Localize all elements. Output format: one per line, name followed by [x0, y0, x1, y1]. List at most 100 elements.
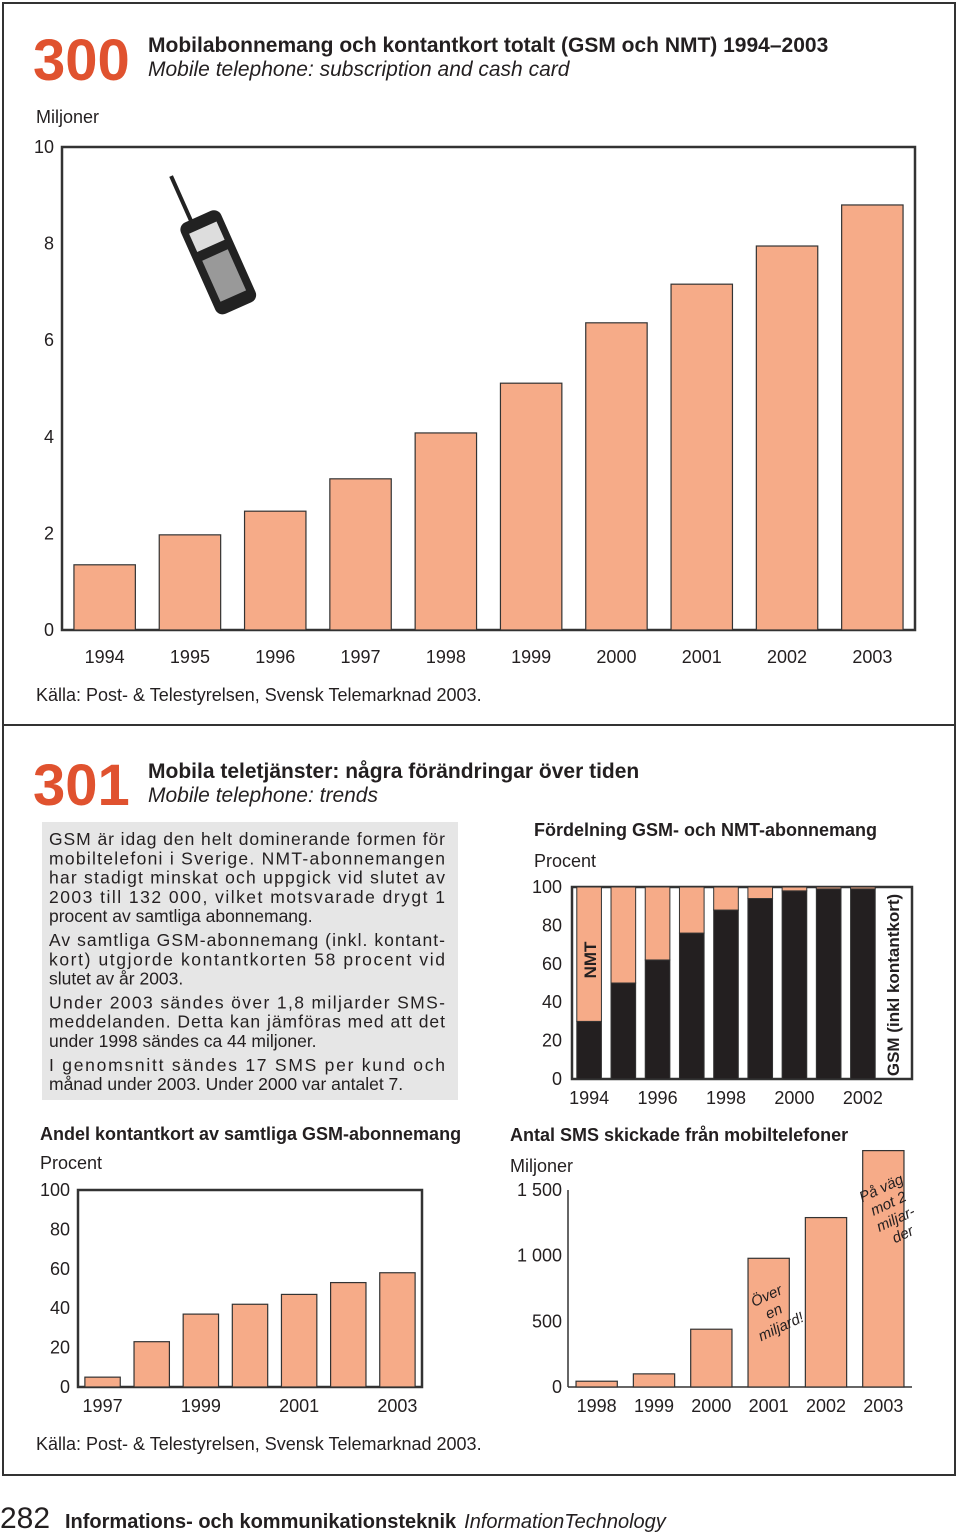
- x-tick-label: 2002: [843, 1088, 883, 1108]
- y-tick-label: 1 000: [517, 1246, 562, 1266]
- paragraph-line: kort) utgjorde kontantkorten 58 procent …: [49, 949, 445, 969]
- y-tick-label: 80: [542, 915, 562, 935]
- chart-title: Andel kontantkort av samtliga GSM-abonne…: [40, 1124, 461, 1144]
- bar-segment: [610, 982, 637, 1080]
- paragraph-line: mobiltelefoni i Sverige. NMT-abonnemange…: [49, 848, 445, 868]
- paragraph-line: månad under 2003. Under 2000 var antalet…: [49, 1074, 403, 1094]
- x-tick-label: 2003: [377, 1396, 417, 1416]
- paragraph-line: har stadigt minskat och uppgick vid slut…: [49, 868, 445, 888]
- y-tick-label: 1 500: [517, 1180, 562, 1200]
- figure-title: Mobilabonnemang och kontantkort totalt (…: [148, 34, 828, 57]
- y-tick-label: 20: [542, 1031, 562, 1051]
- bar: [414, 432, 478, 631]
- y-tick-label: 100: [532, 877, 562, 897]
- y-tick-label: 60: [50, 1259, 70, 1279]
- bar: [632, 1373, 676, 1388]
- annotation-line: en: [763, 1300, 785, 1322]
- bar: [329, 1281, 367, 1388]
- bar: [670, 283, 734, 631]
- x-tick-label: 1994: [569, 1088, 609, 1108]
- panel-301: [2, 724, 956, 1476]
- x-tick-label: 2001: [749, 1396, 789, 1416]
- paragraph-line: meddelanden. Detta kan jämföras med att …: [49, 1012, 445, 1032]
- bar: [804, 1216, 848, 1388]
- bar: [243, 510, 307, 631]
- y-axis-label: Miljoner: [36, 107, 99, 127]
- bar: [575, 1380, 618, 1388]
- bar-segment: [815, 888, 842, 1080]
- figure-subtitle: Mobile telephone: trends: [148, 784, 378, 807]
- chart-title: Fördelning GSM- och NMT-abonnemang: [534, 820, 877, 840]
- bar: [379, 1272, 416, 1388]
- bar-segment: [644, 886, 671, 961]
- x-tick-label: 1994: [85, 647, 125, 667]
- x-tick-label: 1998: [706, 1088, 746, 1108]
- y-tick-label: 500: [532, 1311, 562, 1331]
- bar: [329, 478, 392, 631]
- x-tick-label: 1998: [426, 647, 466, 667]
- y-axis-label: Procent: [534, 851, 596, 871]
- y-tick-label: 60: [542, 954, 562, 974]
- x-tick-label: 1998: [577, 1396, 617, 1416]
- x-tick-label: 1999: [181, 1396, 221, 1416]
- y-tick-label: 0: [552, 1069, 562, 1089]
- x-tick-label: 2000: [774, 1088, 814, 1108]
- x-tick-label: 2001: [682, 647, 722, 667]
- paragraph-line: under 1998 sändes ca 44 miljoner.: [49, 1031, 317, 1051]
- y-axis-label: Miljoner: [510, 1156, 573, 1176]
- x-tick-label: 1999: [634, 1396, 674, 1416]
- x-tick-label: 2000: [691, 1396, 731, 1416]
- paragraph-line: 2003 till 132 000, vilket motsvarade dry…: [49, 887, 445, 907]
- bar: [73, 564, 136, 631]
- y-tick-label: 8: [44, 234, 54, 254]
- bar: [747, 1257, 790, 1388]
- x-tick-label: 2002: [767, 647, 807, 667]
- x-tick-label: 1997: [341, 647, 381, 667]
- paragraph-line: Av samtliga GSM-abonnemang (inkl. kontan…: [49, 930, 445, 950]
- page-number: 282: [0, 1502, 50, 1535]
- bar: [182, 1313, 220, 1388]
- x-tick-label: 1995: [170, 647, 210, 667]
- phone-illustration: [169, 175, 257, 315]
- y-tick-label: 100: [40, 1180, 70, 1200]
- paragraph-line: procent av samtliga abonnemang.: [49, 906, 313, 926]
- x-tick-label: 2003: [852, 647, 892, 667]
- bar: [585, 322, 648, 631]
- paragraph-line: GSM är idag den helt dominerande formen …: [49, 829, 445, 849]
- y-tick-label: 2: [44, 523, 54, 543]
- x-tick-label: 1999: [511, 647, 551, 667]
- series-label: NMT: [581, 941, 600, 978]
- bar-segment: [644, 959, 671, 1080]
- x-tick-label: 2000: [596, 647, 636, 667]
- bar-segment: [576, 886, 602, 1022]
- bar: [841, 204, 904, 631]
- y-tick-label: 0: [44, 620, 54, 640]
- figure-number: 301: [33, 753, 130, 818]
- source: Källa: Post- & Telestyrelsen, Svensk Tel…: [36, 685, 482, 705]
- plot-frame: [570, 885, 914, 1081]
- x-tick-label: 1996: [638, 1088, 678, 1108]
- bar-segment: [678, 886, 705, 934]
- bar-segment: [781, 890, 808, 1080]
- y-tick-label: 40: [50, 1298, 70, 1318]
- footer-section: Informations- och kommunikationsteknik In…: [65, 1511, 667, 1533]
- section-sv: Informations- och kommunikationsteknik: [65, 1511, 457, 1533]
- bar: [862, 1149, 905, 1388]
- bar-segment: [713, 909, 739, 1080]
- x-tick-label: 1996: [255, 647, 295, 667]
- figure-subtitle: Mobile telephone: subscription and cash …: [148, 58, 571, 81]
- bar-segment: [850, 888, 876, 1080]
- bar-segment: [610, 886, 637, 984]
- series-label: GSM (inkl kontantkort): [884, 894, 903, 1076]
- x-tick-label: 2001: [279, 1396, 319, 1416]
- paragraph-line: Under 2003 sändes över 1,8 miljarder SMS…: [49, 992, 445, 1012]
- bar-segment: [576, 1020, 602, 1080]
- x-tick-label: 1997: [83, 1396, 123, 1416]
- plot-frame: [60, 145, 917, 632]
- bar-segment: [747, 898, 774, 1080]
- bar-segment: [747, 886, 774, 900]
- figure-number: 300: [33, 28, 130, 93]
- text-box: [42, 822, 458, 1100]
- y-tick-label: 80: [50, 1219, 70, 1239]
